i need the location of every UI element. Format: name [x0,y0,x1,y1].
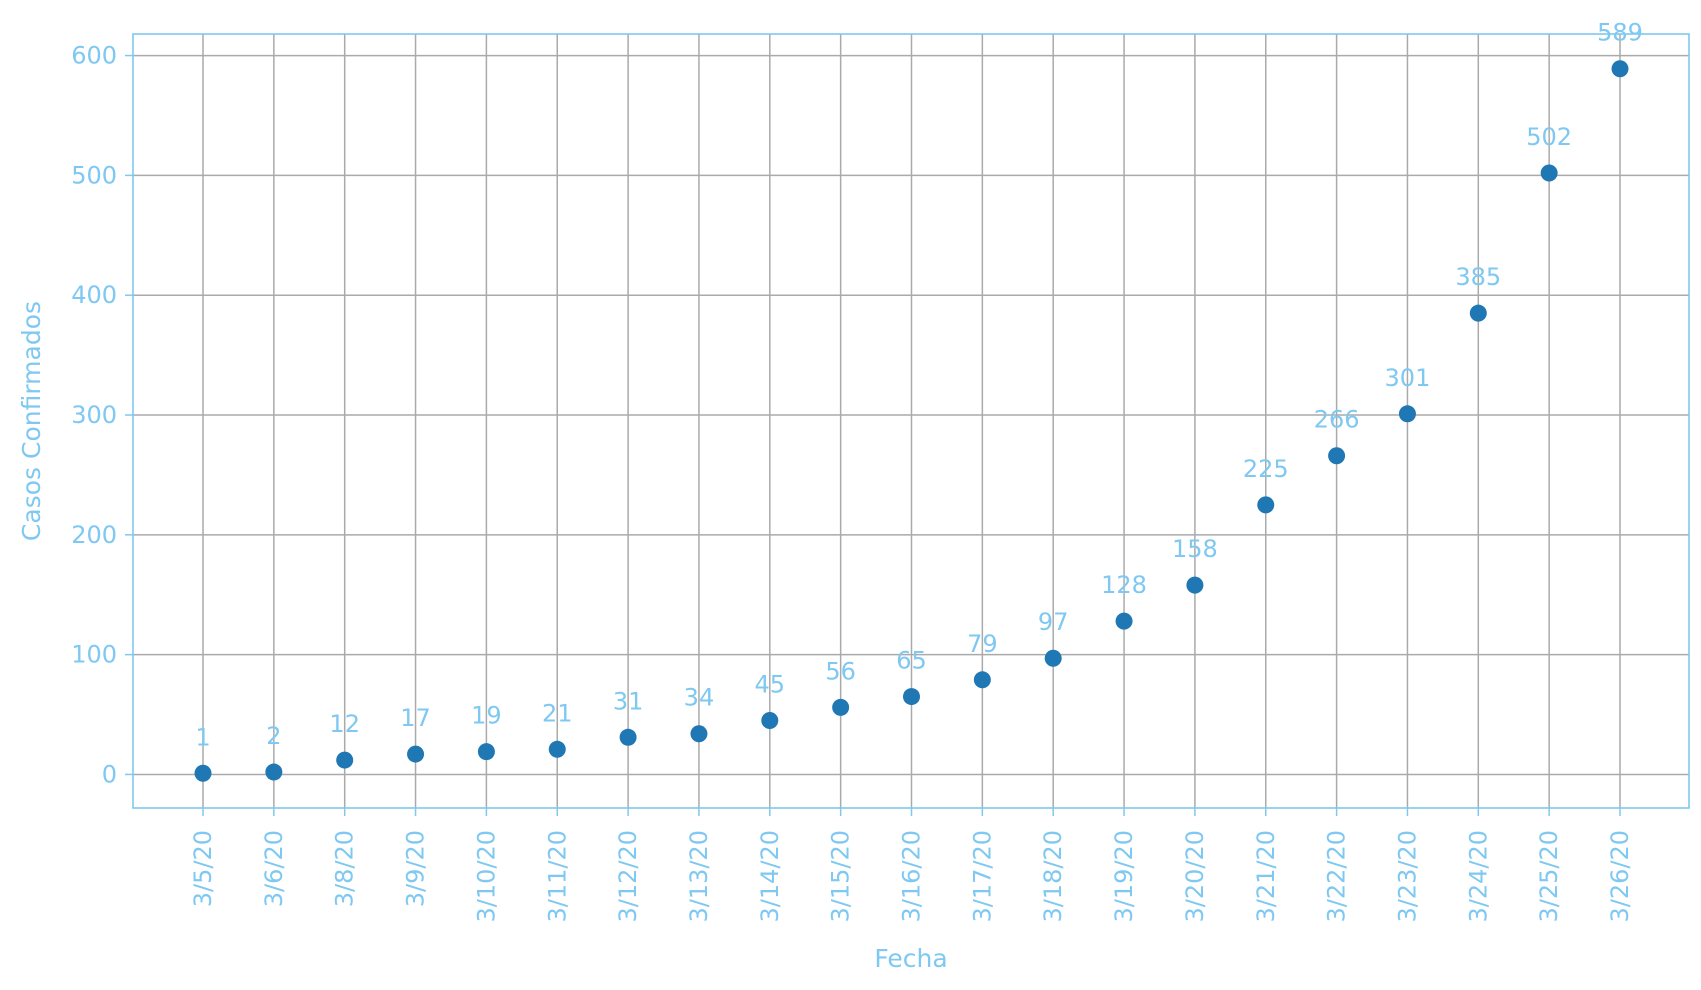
x-tick-label: 3/18/20 [1039,830,1067,923]
data-point [1611,60,1629,78]
data-point [903,688,920,706]
data-label: 56 [825,657,856,685]
data-label: 1 [195,723,210,751]
x-tick-label: 3/6/20 [260,830,288,907]
data-points [194,60,1629,782]
data-point [619,728,637,746]
x-tick-label: 3/9/20 [402,830,430,907]
data-label: 19 [471,702,502,730]
y-tick-label: 200 [71,521,117,549]
x-tick-label: 3/8/20 [331,830,359,907]
x-tick-label: 3/23/20 [1393,830,1421,923]
data-point [690,725,708,743]
data-point [1044,649,1062,667]
data-point [761,712,779,730]
data-point [973,671,991,689]
x-tick-label: 3/13/20 [685,830,713,923]
data-point [1186,576,1204,594]
y-tick-label: 100 [71,641,117,669]
data-label: 225 [1243,455,1289,483]
data-label: 385 [1455,263,1501,291]
data-label: 34 [684,684,715,712]
x-tick-label: 3/24/20 [1464,830,1492,923]
data-point [1469,304,1487,322]
x-tick-label: 3/12/20 [614,830,642,923]
data-label: 65 [896,647,927,675]
data-point [1540,164,1558,182]
data-point [832,698,850,716]
data-point [265,763,283,781]
data-point [407,745,425,763]
x-tick-label: 3/25/20 [1535,830,1563,923]
x-tick-label: 3/14/20 [756,830,784,923]
data-label: 21 [542,699,573,727]
data-label: 266 [1314,406,1360,434]
x-tick-label: 3/19/20 [1110,830,1138,923]
data-point [477,743,495,761]
data-label: 31 [613,687,644,715]
y-tick-label: 600 [71,42,117,70]
data-point [194,764,212,782]
data-point [336,751,354,769]
data-label: 502 [1526,123,1572,151]
x-tick-label: 3/22/20 [1323,830,1351,923]
x-tick-label: 3/11/20 [543,830,571,923]
data-point [1328,447,1346,465]
y-tick-label: 0 [102,760,117,788]
x-tick-label: 3/20/20 [1181,830,1209,923]
data-label: 589 [1597,19,1643,47]
data-point [548,740,566,758]
data-label: 301 [1385,364,1431,392]
data-label: 128 [1101,571,1147,599]
y-axis-ticks: 0 100 200 300 400 500 600 [71,42,133,788]
x-axis-ticks: 3/5/20 3/6/20 3/8/20 3/9/20 3/10/20 3/11/20 3/… [189,808,1634,923]
data-label: 2 [266,722,281,750]
data-point [1115,612,1133,630]
data-label: 158 [1172,535,1218,563]
y-tick-label: 300 [71,401,117,429]
x-tick-label: 3/15/20 [827,830,855,923]
data-label: 79 [967,630,998,658]
x-tick-label: 3/10/20 [472,830,500,923]
x-tick-label: 3/26/20 [1606,830,1634,923]
data-label: 45 [755,671,786,699]
y-axis-label: Casos Confirmados [17,301,46,541]
data-point [1398,405,1416,423]
x-axis-label: Fecha [874,944,947,973]
x-tick-label: 3/21/20 [1252,830,1280,923]
data-label: 97 [1038,608,1069,636]
data-point [1257,496,1275,514]
data-label: 17 [400,704,431,732]
y-tick-label: 400 [71,281,117,309]
x-tick-label: 3/17/20 [968,830,996,923]
data-label: 12 [329,710,360,738]
x-tick-label: 3/16/20 [898,830,926,923]
x-tick-label: 3/5/20 [189,830,217,907]
data-labels: 1 2 12 17 19 21 31 34 45 56 6579971281582252663013… [195,19,1643,752]
y-tick-label: 500 [71,161,117,189]
